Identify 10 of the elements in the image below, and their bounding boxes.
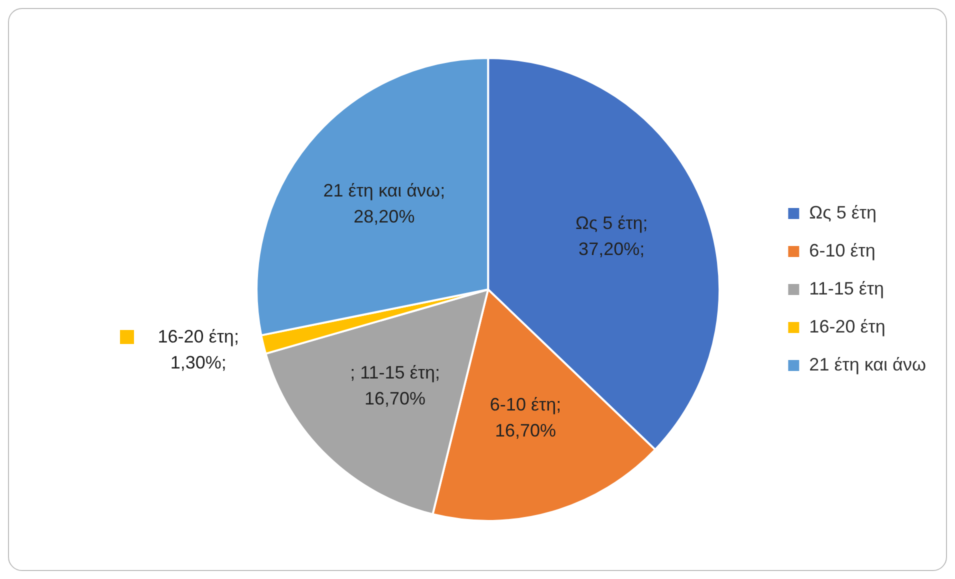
legend-label: 21 έτη και άνω — [809, 354, 926, 374]
data-label: ; 11-15 έτη; 16,70% — [350, 362, 440, 408]
legend-label: Ως 5 έτη — [809, 202, 876, 222]
legend-label: 11-15 έτη — [809, 278, 884, 298]
data-label: 6-10 έτη; 16,70% — [490, 394, 562, 440]
data-label: 16-20 έτη; 1,30%; — [158, 326, 239, 372]
legend-label: 6-10 έτη — [809, 240, 876, 260]
data-label: 21 έτη και άνω; 28,20% — [323, 180, 446, 226]
data-label: Ως 5 έτη; 37,20%; — [575, 212, 648, 259]
legend-label: 16-20 έτη — [809, 316, 886, 336]
